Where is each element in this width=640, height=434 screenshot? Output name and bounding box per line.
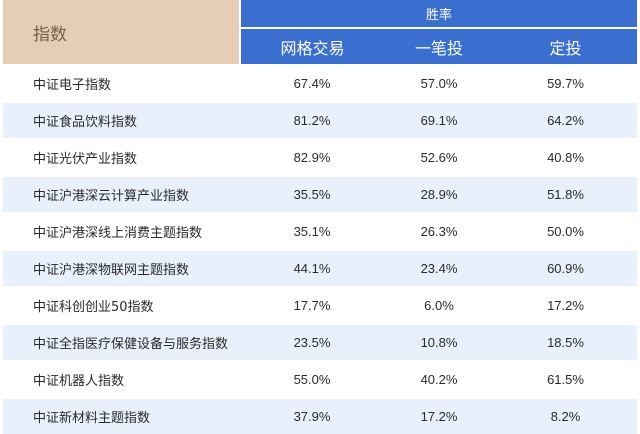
index-name-cell: 中证科创创业50指数 bbox=[3, 286, 240, 324]
lump-sum-winrate-cell: 40.2% bbox=[384, 360, 494, 398]
index-name-cell: 中证全指医疗保健设备与服务指数 bbox=[3, 323, 240, 361]
grid-trading-winrate-cell: 81.2% bbox=[240, 101, 384, 139]
header-col-grid-trading: 网格交易 bbox=[240, 28, 384, 65]
index-name-cell: 中证电子指数 bbox=[3, 64, 240, 102]
dca-winrate-cell: 50.0% bbox=[494, 212, 638, 250]
table-row: 中证科创创业50指数 17.7% 6.0% 17.2% bbox=[3, 286, 638, 324]
table-header: 指数 胜率 网格交易 一笔投 定投 bbox=[3, 0, 638, 65]
table-row: 中证沪港深云计算产业指数 35.5% 28.9% 51.8% bbox=[3, 175, 638, 213]
dca-winrate-cell: 64.2% bbox=[494, 101, 638, 139]
table-row: 中证食品饮料指数 81.2% 69.1% 64.2% bbox=[3, 101, 638, 139]
lump-sum-winrate-cell: 28.9% bbox=[384, 175, 494, 213]
dca-winrate-cell: 40.8% bbox=[494, 138, 638, 176]
grid-trading-winrate-cell: 82.9% bbox=[240, 138, 384, 176]
grid-trading-winrate-cell: 37.9% bbox=[240, 397, 384, 434]
index-name-cell: 中证沪港深线上消费主题指数 bbox=[3, 212, 240, 250]
index-name-cell: 中证沪港深云计算产业指数 bbox=[3, 175, 240, 213]
table-row: 中证机器人指数 55.0% 40.2% 61.5% bbox=[3, 360, 638, 398]
dca-winrate-cell: 8.2% bbox=[494, 397, 638, 434]
index-name-cell: 中证光伏产业指数 bbox=[3, 138, 240, 176]
grid-trading-winrate-cell: 35.1% bbox=[240, 212, 384, 250]
table-body: 中证电子指数 67.4% 57.0% 59.7% 中证食品饮料指数 81.2% 69.1% 6… bbox=[3, 64, 638, 434]
header-col-lump-sum: 一笔投 bbox=[384, 28, 494, 65]
winrate-table-container: 指数 胜率 网格交易 一笔投 定投 中证电子指数 67.4% 57.0% 59.7% 中… bbox=[3, 0, 638, 434]
dca-winrate-cell: 51.8% bbox=[494, 175, 638, 213]
grid-trading-winrate-cell: 67.4% bbox=[240, 64, 384, 102]
table-row: 中证光伏产业指数 82.9% 52.6% 40.8% bbox=[3, 138, 638, 176]
index-name-cell: 中证新材料主题指数 bbox=[3, 397, 240, 434]
grid-trading-winrate-cell: 55.0% bbox=[240, 360, 384, 398]
lump-sum-winrate-cell: 52.6% bbox=[384, 138, 494, 176]
lump-sum-winrate-cell: 6.0% bbox=[384, 286, 494, 324]
index-name-cell: 中证食品饮料指数 bbox=[3, 101, 240, 139]
table-row: 中证沪港深线上消费主题指数 35.1% 26.3% 50.0% bbox=[3, 212, 638, 250]
header-index-label: 指数 bbox=[3, 0, 241, 65]
dca-winrate-cell: 18.5% bbox=[494, 323, 638, 361]
lump-sum-winrate-cell: 69.1% bbox=[384, 101, 494, 139]
lump-sum-winrate-cell: 57.0% bbox=[384, 64, 494, 102]
grid-trading-winrate-cell: 23.5% bbox=[240, 323, 384, 361]
lump-sum-winrate-cell: 26.3% bbox=[384, 212, 494, 250]
dca-winrate-cell: 60.9% bbox=[494, 249, 638, 287]
grid-trading-winrate-cell: 44.1% bbox=[240, 249, 384, 287]
index-name-cell: 中证沪港深物联网主题指数 bbox=[3, 249, 240, 287]
table-row: 中证电子指数 67.4% 57.0% 59.7% bbox=[3, 64, 638, 102]
header-row-group: 指数 胜率 bbox=[3, 0, 638, 65]
dca-winrate-cell: 59.7% bbox=[494, 64, 638, 102]
dca-winrate-cell: 17.2% bbox=[494, 286, 638, 324]
lump-sum-winrate-cell: 23.4% bbox=[384, 249, 494, 287]
lump-sum-winrate-cell: 17.2% bbox=[384, 397, 494, 434]
index-name-cell: 中证机器人指数 bbox=[3, 360, 240, 398]
table-row: 中证新材料主题指数 37.9% 17.2% 8.2% bbox=[3, 397, 638, 434]
lump-sum-winrate-cell: 10.8% bbox=[384, 323, 494, 361]
header-row-columns: 网格交易 一笔投 定投 bbox=[3, 28, 638, 65]
winrate-table: 指数 胜率 网格交易 一笔投 定投 中证电子指数 67.4% 57.0% 59.7% 中… bbox=[3, 0, 638, 434]
grid-trading-winrate-cell: 17.7% bbox=[240, 286, 384, 324]
grid-trading-winrate-cell: 35.5% bbox=[240, 175, 384, 213]
dca-winrate-cell: 61.5% bbox=[494, 360, 638, 398]
header-col-dca: 定投 bbox=[494, 28, 638, 65]
table-row: 中证沪港深物联网主题指数 44.1% 23.4% 60.9% bbox=[3, 249, 638, 287]
header-winrate-label: 胜率 bbox=[240, 0, 638, 29]
table-row: 中证全指医疗保健设备与服务指数 23.5% 10.8% 18.5% bbox=[3, 323, 638, 361]
